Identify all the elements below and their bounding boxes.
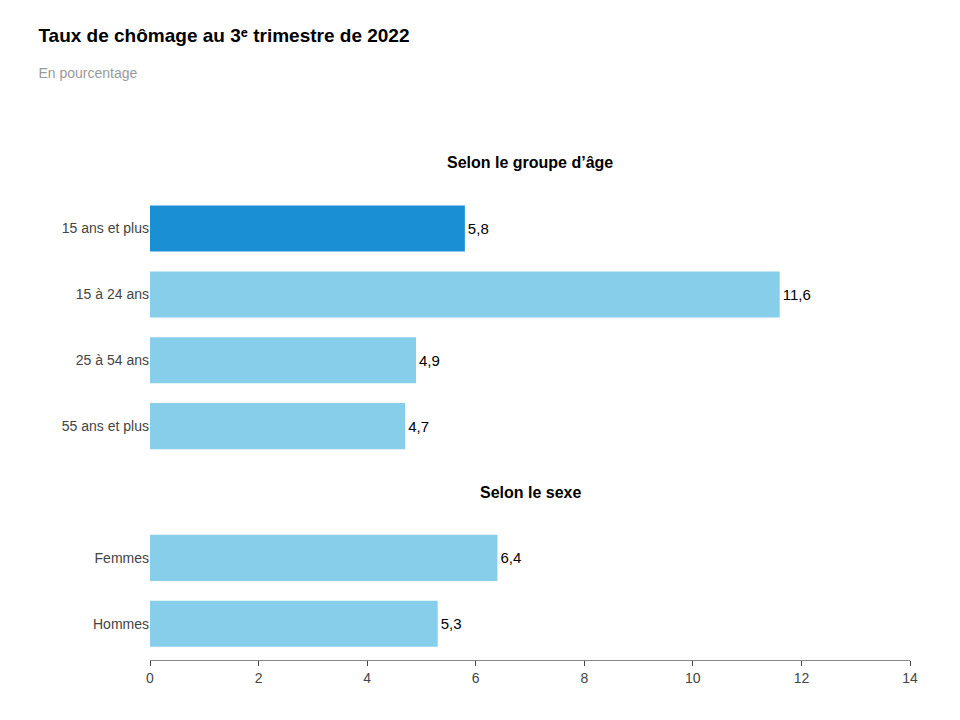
- svg-text:8: 8: [580, 670, 588, 686]
- svg-text:6,4: 6,4: [500, 549, 521, 566]
- svg-text:Hommes: Hommes: [93, 616, 149, 632]
- svg-text:2: 2: [255, 670, 263, 686]
- svg-text:5,8: 5,8: [468, 220, 489, 237]
- svg-text:4,7: 4,7: [408, 418, 429, 435]
- svg-text:Selon le sexe: Selon le sexe: [480, 484, 581, 501]
- svg-text:12: 12: [794, 670, 810, 686]
- svg-text:14: 14: [902, 670, 918, 686]
- svg-text:11,6: 11,6: [783, 286, 811, 303]
- svg-text:5,3: 5,3: [441, 615, 462, 632]
- svg-text:25 à 54 ans: 25 à 54 ans: [76, 352, 149, 368]
- svg-text:6: 6: [472, 670, 480, 686]
- svg-text:Femmes: Femmes: [95, 550, 149, 566]
- svg-text:4: 4: [363, 670, 371, 686]
- svg-text:15 ans et plus: 15 ans et plus: [62, 220, 149, 236]
- svg-text:10: 10: [685, 670, 701, 686]
- svg-text:55 ans et plus: 55 ans et plus: [62, 418, 149, 434]
- svg-text:Taux de chômage au 3ᵉ trimestr: Taux de chômage au 3ᵉ trimestre de 2022: [38, 25, 409, 46]
- svg-text:En pourcentage: En pourcentage: [38, 65, 137, 81]
- svg-text:Selon le groupe d’âge: Selon le groupe d’âge: [447, 154, 613, 171]
- svg-text:15 à 24 ans: 15 à 24 ans: [76, 286, 149, 302]
- svg-text:0: 0: [146, 670, 154, 686]
- svg-text:4,9: 4,9: [419, 352, 440, 369]
